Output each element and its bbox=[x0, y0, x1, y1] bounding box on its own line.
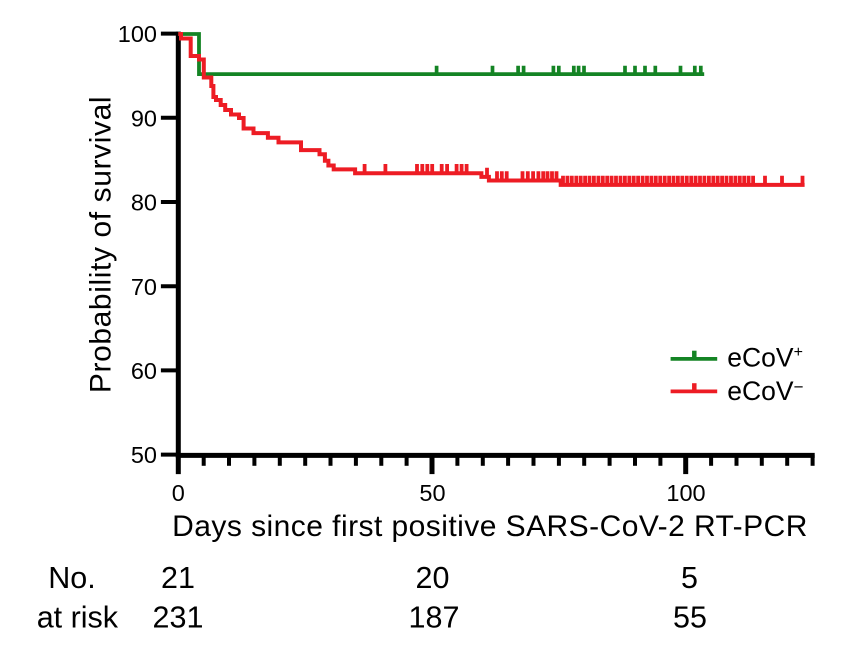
svg-text:0: 0 bbox=[172, 480, 185, 506]
svg-text:55: 55 bbox=[673, 601, 707, 635]
svg-text:No.: No. bbox=[48, 561, 95, 595]
svg-text:90: 90 bbox=[131, 105, 157, 131]
svg-text:eCoV−: eCoV− bbox=[727, 376, 803, 406]
svg-text:70: 70 bbox=[131, 274, 157, 300]
svg-text:at risk: at risk bbox=[37, 601, 119, 635]
svg-text:Days since first positive SARS: Days since first positive SARS-CoV-2 RT-… bbox=[172, 510, 808, 543]
svg-text:60: 60 bbox=[131, 358, 157, 384]
svg-text:187: 187 bbox=[409, 601, 460, 635]
svg-text:5: 5 bbox=[681, 561, 698, 595]
svg-text:80: 80 bbox=[131, 190, 157, 216]
svg-text:eCoV+: eCoV+ bbox=[727, 343, 803, 373]
svg-text:Probability of survival: Probability of survival bbox=[85, 96, 118, 393]
svg-text:50: 50 bbox=[131, 442, 157, 468]
svg-text:100: 100 bbox=[666, 480, 705, 506]
svg-text:100: 100 bbox=[118, 21, 157, 47]
svg-text:50: 50 bbox=[419, 480, 445, 506]
svg-text:20: 20 bbox=[416, 561, 450, 595]
svg-text:21: 21 bbox=[161, 561, 195, 595]
svg-text:231: 231 bbox=[153, 601, 204, 635]
